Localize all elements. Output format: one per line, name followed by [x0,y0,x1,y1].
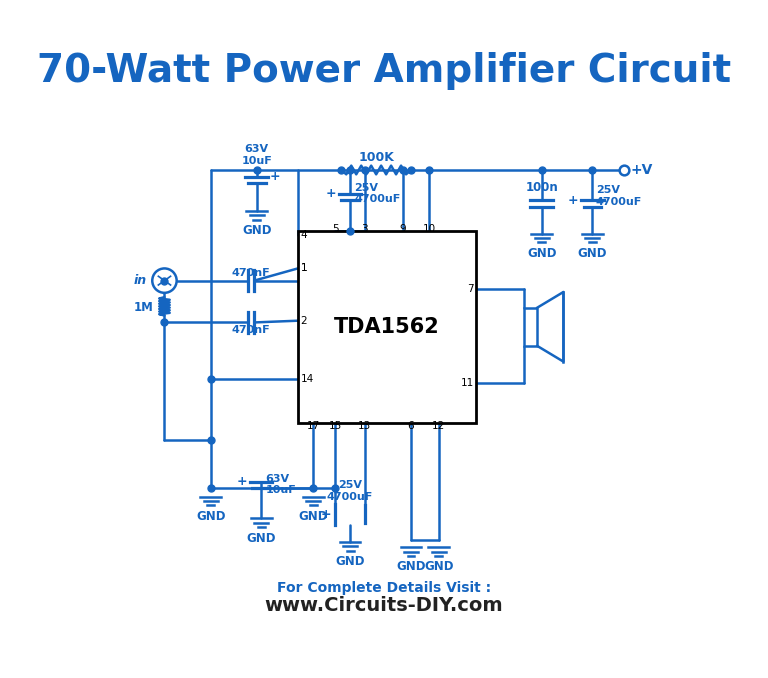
Text: 17: 17 [306,421,320,431]
Text: 2: 2 [300,316,307,325]
Text: in: in [134,274,147,287]
Text: +V: +V [631,163,653,177]
Text: 12: 12 [432,421,445,431]
Text: 25V
4700uF: 25V 4700uF [354,182,401,204]
Text: 25V
4700uF: 25V 4700uF [596,185,642,207]
Text: For Complete Details Visit :: For Complete Details Visit : [277,581,491,595]
Text: 14: 14 [300,374,313,384]
Text: GND: GND [247,532,276,544]
Text: 13: 13 [358,421,372,431]
Text: 6: 6 [408,421,414,431]
Text: +: + [237,475,247,488]
Text: GND: GND [242,224,272,237]
Text: 11: 11 [461,378,474,388]
Text: 1M: 1M [134,301,153,314]
Text: +: + [321,508,332,521]
Text: 4: 4 [300,231,307,240]
Bar [525,308,538,346]
Text: +: + [326,187,336,200]
Text: 63V
10uF: 63V 10uF [266,474,296,496]
Text: GND: GND [299,510,328,523]
Text: 5: 5 [332,224,339,235]
Text: 100n: 100n [525,180,558,193]
Bar [298,231,476,422]
Text: 1: 1 [300,264,307,273]
Text: TDA1562: TDA1562 [334,317,440,337]
Text: 9: 9 [400,224,406,235]
Text: 70-Watt Power Amplifier Circuit: 70-Watt Power Amplifier Circuit [37,52,731,90]
Text: GND: GND [196,510,225,523]
Text: GND: GND [424,560,454,574]
Text: +: + [568,194,578,207]
Text: +: + [270,170,280,184]
Text: 7: 7 [467,284,474,294]
Text: www.Circuits-DIY.com: www.Circuits-DIY.com [265,596,503,615]
Text: 10: 10 [422,224,436,235]
Text: GND: GND [527,247,557,260]
Text: 470nF: 470nF [231,268,270,279]
Text: GND: GND [336,555,365,568]
Text: GND: GND [396,560,425,574]
Text: 25V
4700uF: 25V 4700uF [327,480,373,502]
Text: 100K: 100K [358,151,394,164]
Text: 63V
10uF: 63V 10uF [241,144,272,165]
Text: 1: 1 [300,264,307,273]
Text: 15: 15 [329,421,342,431]
Text: GND: GND [578,247,607,260]
Text: 3: 3 [362,224,368,235]
Text: 470nF: 470nF [231,325,270,335]
